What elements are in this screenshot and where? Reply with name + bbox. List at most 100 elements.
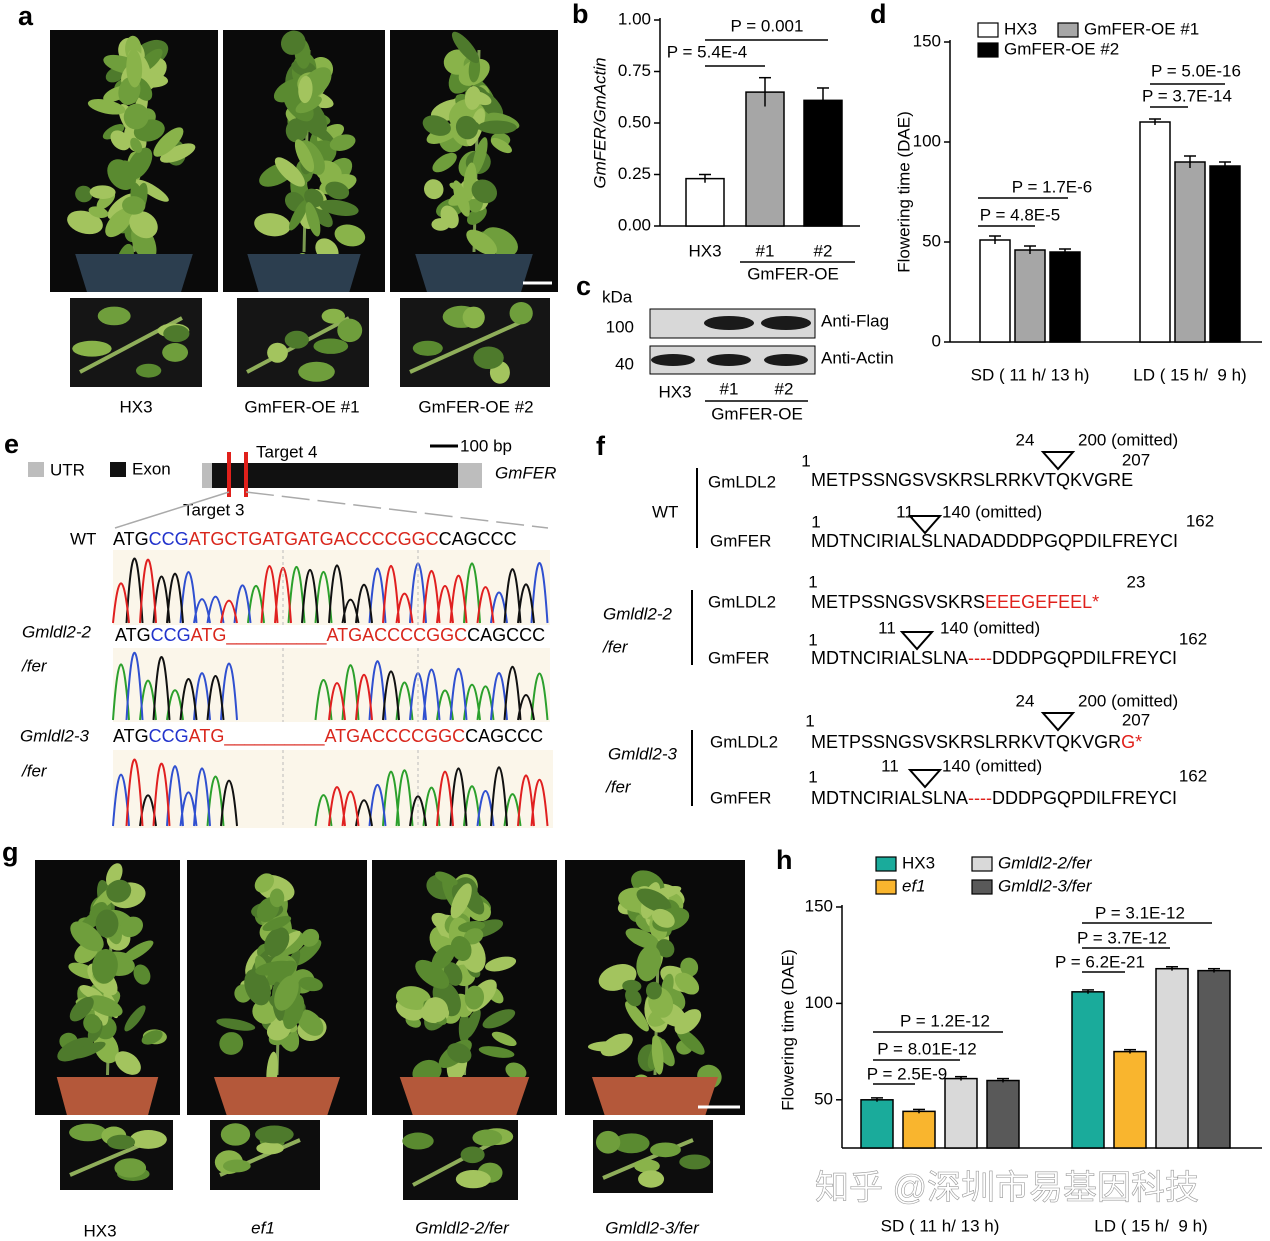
leaf	[298, 976, 323, 992]
residue-number: 1	[808, 630, 817, 649]
leaf	[325, 181, 350, 200]
sequence: ATGCCGATGCTGATGATGACCCCGGCCAGCCC	[113, 529, 517, 549]
utr	[458, 463, 482, 488]
p-value: P = 1.2E-12	[900, 1011, 990, 1030]
leaf	[674, 972, 700, 995]
leaf	[650, 1142, 681, 1158]
leaf	[126, 147, 153, 180]
leaf	[129, 211, 158, 239]
y-tick-label: 0.50	[618, 112, 651, 131]
leaf	[471, 179, 498, 204]
leaf	[296, 1009, 324, 1036]
leaf	[57, 1037, 94, 1062]
leaf	[424, 179, 444, 200]
y-tick-label: 0.00	[618, 215, 651, 234]
lane-label: #2	[775, 379, 794, 398]
legend-swatch	[971, 879, 993, 895]
bar	[860, 1099, 894, 1149]
stem	[602, 1138, 694, 1180]
legend-label: HX3	[1004, 19, 1037, 38]
leaf	[329, 134, 356, 151]
residue-number: 11	[878, 618, 896, 637]
leaf	[625, 1001, 649, 1032]
utr	[202, 463, 214, 488]
leaf	[636, 945, 662, 982]
trace	[112, 765, 495, 827]
leaf	[294, 139, 315, 173]
bar	[1174, 161, 1206, 343]
leaf	[435, 871, 458, 886]
leaf	[114, 1051, 141, 1075]
residue-number: 24	[1016, 691, 1035, 710]
leaf	[141, 1030, 163, 1045]
legend-label: ef1	[902, 876, 926, 895]
sequence-segment: ----	[968, 788, 992, 808]
leaf	[163, 325, 190, 343]
leaf	[95, 909, 119, 938]
leaf	[645, 981, 662, 1000]
sequence-segment: CAGCCC	[439, 529, 517, 549]
residue-number: 24	[1016, 430, 1035, 449]
omission-marker	[899, 631, 935, 651]
omission-marker	[907, 769, 943, 789]
sequence-segment: __________	[225, 625, 327, 646]
y-tick-label: 100	[805, 993, 833, 1012]
protein-name: GmFER	[710, 788, 771, 807]
leaf	[455, 1169, 491, 1189]
p-value: P = 4.8E-5	[980, 205, 1061, 224]
legend-label: HX3	[902, 853, 935, 872]
bar	[944, 1077, 978, 1149]
gene-name: GmFER	[495, 463, 556, 482]
legend-label: GmFER-OE #1	[1084, 19, 1199, 38]
bar	[745, 91, 785, 227]
caption: HX3	[119, 397, 152, 416]
legend-label: Gmldl2-3/fer	[998, 876, 1093, 895]
watermark: 知乎 @深圳市易基因科技	[815, 1169, 1199, 1207]
legend-swatch	[1057, 22, 1079, 38]
bar	[1209, 165, 1241, 343]
bar	[1071, 991, 1105, 1149]
leaf	[87, 99, 126, 115]
residue-number: 1	[805, 711, 814, 730]
leaf	[468, 91, 492, 106]
leaf	[636, 888, 672, 913]
residue-number: 11	[881, 756, 899, 775]
leaf	[395, 986, 431, 1010]
leaf	[93, 1031, 119, 1064]
trace	[152, 655, 535, 721]
y-tick-label: 0	[932, 331, 941, 350]
leaf	[135, 363, 162, 378]
leaf	[110, 130, 131, 151]
x-tick-label: SD ( 11 h/ 13 h)	[971, 365, 1090, 384]
legend-swatch	[110, 462, 126, 477]
protein-sequence: METPSSNGSVSKRSEEEGEFEEL*	[811, 592, 1099, 612]
pot	[247, 254, 361, 292]
leaf	[423, 997, 449, 1023]
leaf	[334, 224, 366, 247]
y-tick-label: 100	[913, 131, 941, 150]
leaf	[83, 1013, 102, 1034]
leaf	[124, 1005, 146, 1032]
leaf	[455, 115, 479, 140]
sequence-segment: MDTNCIRIALSLNA	[811, 788, 968, 808]
panel-label: h	[776, 845, 793, 875]
sequence-segment: MDTNCIRIALSLNA	[811, 648, 968, 668]
trace	[125, 758, 549, 827]
leaf	[458, 1012, 470, 1045]
protein-sequence: MDTNCIRIALSLNA----DDDPGQPDILFREYCI	[811, 788, 1177, 808]
sequence-segment: CCG	[149, 529, 189, 549]
x-tick-label: #1	[756, 241, 775, 260]
target-label: Target 3	[183, 500, 244, 519]
leaf	[67, 210, 103, 235]
leaf	[129, 1129, 167, 1149]
leaf	[319, 199, 359, 216]
leaf	[462, 306, 485, 329]
legend-label: UTR	[50, 460, 85, 479]
marker: 100	[606, 317, 634, 336]
leaf	[472, 137, 488, 175]
leaf	[87, 995, 123, 1017]
bar	[986, 1079, 1020, 1149]
pot	[399, 1077, 530, 1115]
bar	[803, 99, 843, 227]
